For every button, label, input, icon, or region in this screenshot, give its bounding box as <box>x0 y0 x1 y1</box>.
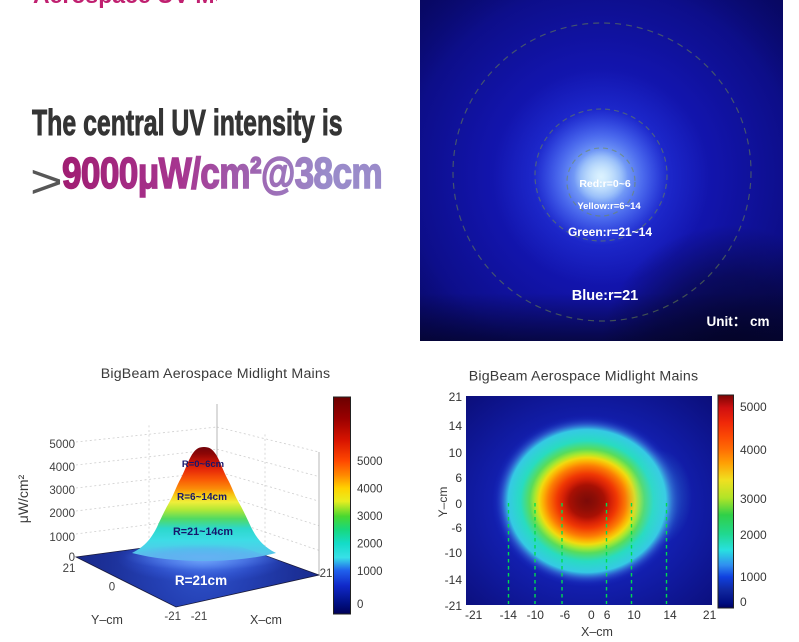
svg-text:4000: 4000 <box>357 484 383 496</box>
svg-text:6: 6 <box>455 471 462 485</box>
svg-text:21: 21 <box>703 608 717 622</box>
svg-text:Green:r=21~14: Green:r=21~14 <box>568 225 652 239</box>
svg-text:R=0~6cm: R=0~6cm <box>182 459 224 470</box>
svg-text:14: 14 <box>663 608 677 622</box>
svg-text:3000: 3000 <box>740 492 767 506</box>
svg-text:21: 21 <box>449 390 463 404</box>
svg-text:5000: 5000 <box>49 439 75 451</box>
svg-text:2000: 2000 <box>49 508 75 520</box>
svg-text:6: 6 <box>604 608 611 622</box>
svg-text:-6: -6 <box>451 521 462 535</box>
svg-text:3000: 3000 <box>49 485 75 497</box>
svg-text:2000: 2000 <box>357 539 383 551</box>
svg-text:-21: -21 <box>445 599 463 613</box>
svg-text:Red:r=0~6: Red:r=0~6 <box>579 178 631 190</box>
svg-text:-6: -6 <box>560 608 571 622</box>
svg-text:R=21~14cm: R=21~14cm <box>173 526 233 538</box>
svg-text:10: 10 <box>449 446 463 460</box>
svg-text:5000: 5000 <box>357 456 383 468</box>
svg-text:0: 0 <box>455 497 462 511</box>
svg-text:-21: -21 <box>465 608 483 622</box>
svg-text:-14: -14 <box>445 573 463 587</box>
svg-text:10: 10 <box>627 608 641 622</box>
svg-text:0: 0 <box>69 552 75 564</box>
svg-text:2000: 2000 <box>740 528 767 542</box>
svg-text:BigBeam Aerospace Midlight Mai: BigBeam Aerospace Midlight Mains <box>469 369 699 385</box>
svg-text:μW/cm²: μW/cm² <box>15 474 31 523</box>
svg-text:Unit： cm: Unit： cm <box>706 314 769 329</box>
svg-text:-21: -21 <box>164 611 181 623</box>
svg-text:0: 0 <box>357 599 363 611</box>
svg-text:BigBeam Aerospace Midlight Mai: BigBeam Aerospace Midlight Mains <box>101 366 331 382</box>
svg-text:21: 21 <box>63 563 76 575</box>
svg-text:0: 0 <box>740 595 747 609</box>
svg-text:X–cm: X–cm <box>250 613 282 627</box>
svg-text:-14: -14 <box>500 608 518 622</box>
svg-text:3000: 3000 <box>357 511 383 523</box>
svg-text:14: 14 <box>449 419 463 433</box>
svg-text:Blue:r=21: Blue:r=21 <box>572 288 639 304</box>
svg-text:R=6~14cm: R=6~14cm <box>177 492 227 503</box>
svg-text:-10: -10 <box>445 546 463 560</box>
svg-text:0: 0 <box>588 608 595 622</box>
svg-text:5000: 5000 <box>740 400 767 414</box>
svg-text:9000μW/cm²@38cm: 9000μW/cm²@38cm <box>62 149 382 198</box>
svg-text:1000: 1000 <box>357 566 383 578</box>
svg-text:4000: 4000 <box>740 443 767 457</box>
svg-text:Y–cm: Y–cm <box>91 613 123 627</box>
svg-text:21: 21 <box>320 568 333 580</box>
svg-text:X–cm: X–cm <box>581 625 613 639</box>
svg-text:4000: 4000 <box>49 462 75 474</box>
svg-text:1000: 1000 <box>49 532 75 544</box>
svg-text:0: 0 <box>109 582 115 594</box>
svg-text:Y–cm: Y–cm <box>436 487 450 518</box>
svg-text:1000: 1000 <box>740 570 767 584</box>
svg-text:R=21cm: R=21cm <box>175 573 227 588</box>
svg-text:-10: -10 <box>527 608 545 622</box>
svg-text:-21: -21 <box>191 611 208 623</box>
svg-text:Yellow:r=6~14: Yellow:r=6~14 <box>577 201 641 212</box>
